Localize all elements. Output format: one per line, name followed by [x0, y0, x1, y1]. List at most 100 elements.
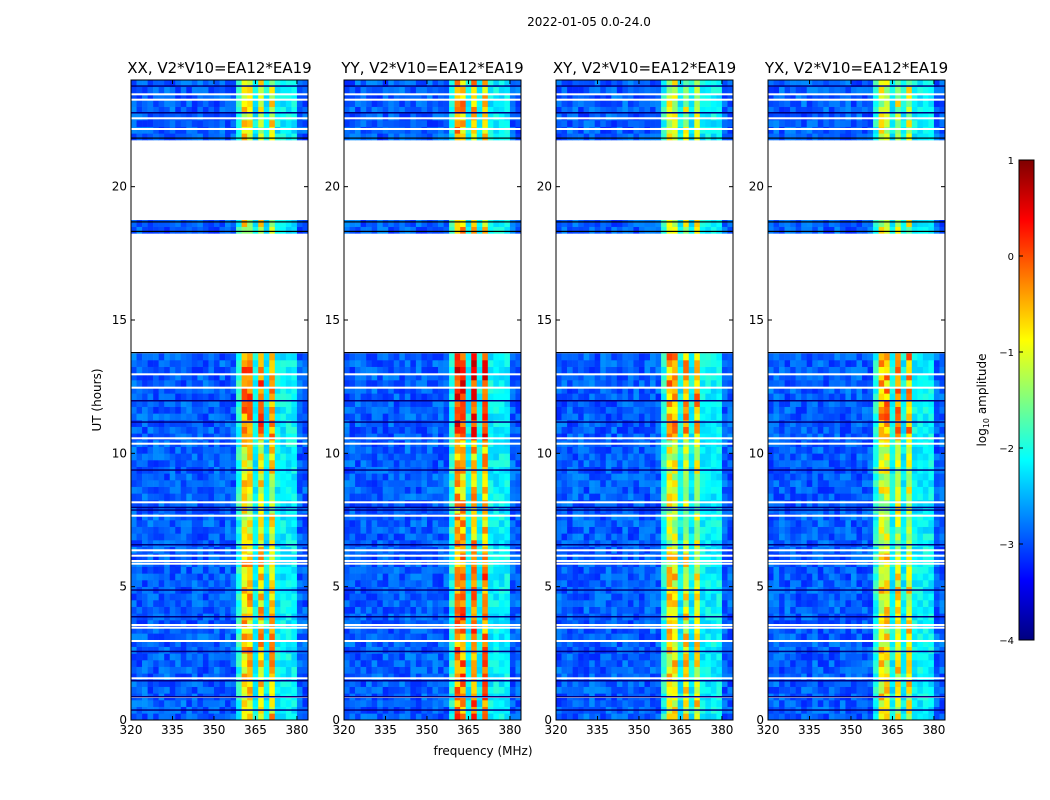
heatmap-cell — [153, 573, 159, 581]
heatmap-cell — [252, 473, 259, 481]
heatmap-cell — [186, 580, 193, 587]
heatmap-cell — [241, 406, 248, 414]
heatmap-cell — [567, 593, 573, 601]
heatmap-cell — [344, 686, 350, 694]
heatmap-cell — [158, 113, 165, 121]
heatmap-cell — [360, 473, 367, 481]
heatmap-cell — [180, 106, 187, 114]
heatmap-cell — [197, 553, 204, 561]
heatmap-cell — [600, 700, 607, 707]
heatmap-cell — [438, 80, 444, 87]
heatmap-cell — [296, 366, 303, 374]
heatmap-cell — [578, 646, 584, 654]
heatmap-cell — [142, 380, 148, 387]
heatmap-cell — [388, 93, 395, 101]
heatmap-cell — [344, 380, 350, 387]
heatmap-cell — [258, 446, 265, 454]
heatmap-cell — [476, 520, 483, 527]
heatmap-cell — [202, 126, 209, 134]
heatmap-cell — [225, 653, 231, 661]
heatmap-cell — [404, 713, 411, 720]
heatmap-cell — [142, 580, 148, 587]
heatmap-cell — [638, 673, 645, 681]
heatmap-cell — [225, 373, 231, 381]
heatmap-cell — [487, 453, 494, 461]
heatmap-cell — [432, 540, 439, 547]
heatmap-cell — [421, 480, 428, 487]
heatmap-cell — [515, 400, 521, 407]
heatmap-cell — [344, 353, 350, 361]
heatmap-cell — [388, 573, 395, 581]
heatmap-cell — [263, 600, 270, 607]
heatmap-cell — [142, 633, 148, 641]
heatmap-cell — [382, 646, 389, 654]
heatmap-cell — [449, 386, 455, 394]
heatmap-cell — [291, 386, 298, 394]
heatmap-cell — [655, 646, 662, 654]
heatmap-cell — [158, 700, 165, 707]
heatmap-cell — [147, 593, 154, 601]
heatmap-cell — [410, 406, 417, 414]
heatmap-cell — [252, 533, 259, 541]
heatmap-cell — [454, 406, 461, 414]
heatmap-cell — [661, 600, 667, 607]
heatmap-cell — [236, 653, 242, 661]
heatmap-cell — [213, 353, 220, 361]
heatmap-cell — [247, 446, 253, 454]
heatmap-cell — [302, 380, 308, 387]
heatmap-cell — [225, 573, 231, 581]
heatmap-cell — [197, 673, 204, 681]
heatmap-cell — [153, 420, 159, 427]
heatmap-cell — [344, 113, 350, 121]
heatmap-cell — [241, 120, 248, 127]
heatmap-cell — [377, 106, 384, 114]
heatmap-cell — [274, 426, 281, 434]
heatmap-cell — [476, 700, 483, 707]
heatmap-cell — [202, 120, 209, 127]
heatmap-cell — [180, 433, 187, 441]
heatmap-cell — [263, 660, 270, 667]
heatmap-cell — [421, 433, 428, 441]
heatmap-cell — [493, 120, 500, 127]
heatmap-cell — [638, 633, 645, 641]
heatmap-cell — [382, 373, 389, 381]
heatmap-cell — [360, 113, 367, 121]
heatmap-cell — [274, 446, 281, 454]
heatmap-cell — [142, 540, 148, 547]
heatmap-cell — [191, 100, 198, 107]
heatmap-cell — [236, 366, 242, 374]
heatmap-cell — [716, 680, 723, 687]
heatmap-cell — [482, 360, 489, 367]
heatmap-cell — [355, 646, 361, 654]
heatmap-cell — [443, 593, 450, 601]
heatmap-cell — [360, 680, 367, 687]
heatmap-cell — [421, 460, 428, 467]
heatmap-cell — [147, 513, 154, 521]
heatmap-cell — [421, 100, 428, 107]
heatmap-cell — [509, 226, 516, 234]
heatmap-cell — [142, 620, 148, 627]
heatmap-cell — [399, 406, 406, 414]
heatmap-cell — [432, 106, 439, 114]
heatmap-cell — [202, 220, 209, 227]
heatmap-cell — [382, 633, 389, 641]
low-amplitude-line — [344, 509, 521, 511]
heatmap-cell — [360, 633, 367, 641]
heatmap-cell — [349, 360, 356, 367]
heatmap-cell — [721, 606, 728, 614]
heatmap-cell — [225, 366, 231, 374]
heatmap-cell — [465, 593, 472, 601]
heatmap-cell — [296, 393, 303, 401]
heatmap-cell — [438, 480, 444, 487]
heatmap-cell — [274, 460, 281, 467]
heatmap-cell — [388, 626, 395, 634]
heatmap-cell — [377, 686, 384, 694]
heatmap-cell — [131, 686, 137, 694]
heatmap-cell — [482, 493, 489, 501]
heatmap-cell — [269, 666, 276, 674]
heatmap-cell — [482, 673, 489, 681]
heatmap-cell — [142, 500, 148, 507]
heatmap-cell — [225, 86, 231, 94]
heatmap-cell — [164, 80, 171, 87]
heatmap-cell — [410, 386, 417, 394]
